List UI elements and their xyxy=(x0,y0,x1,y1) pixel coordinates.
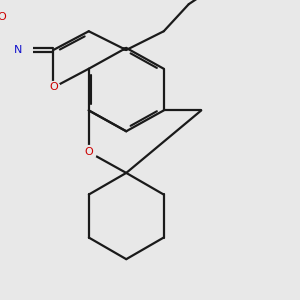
Text: O: O xyxy=(84,147,93,157)
Text: O: O xyxy=(0,12,6,22)
Text: O: O xyxy=(49,82,58,92)
Text: N: N xyxy=(14,45,22,55)
